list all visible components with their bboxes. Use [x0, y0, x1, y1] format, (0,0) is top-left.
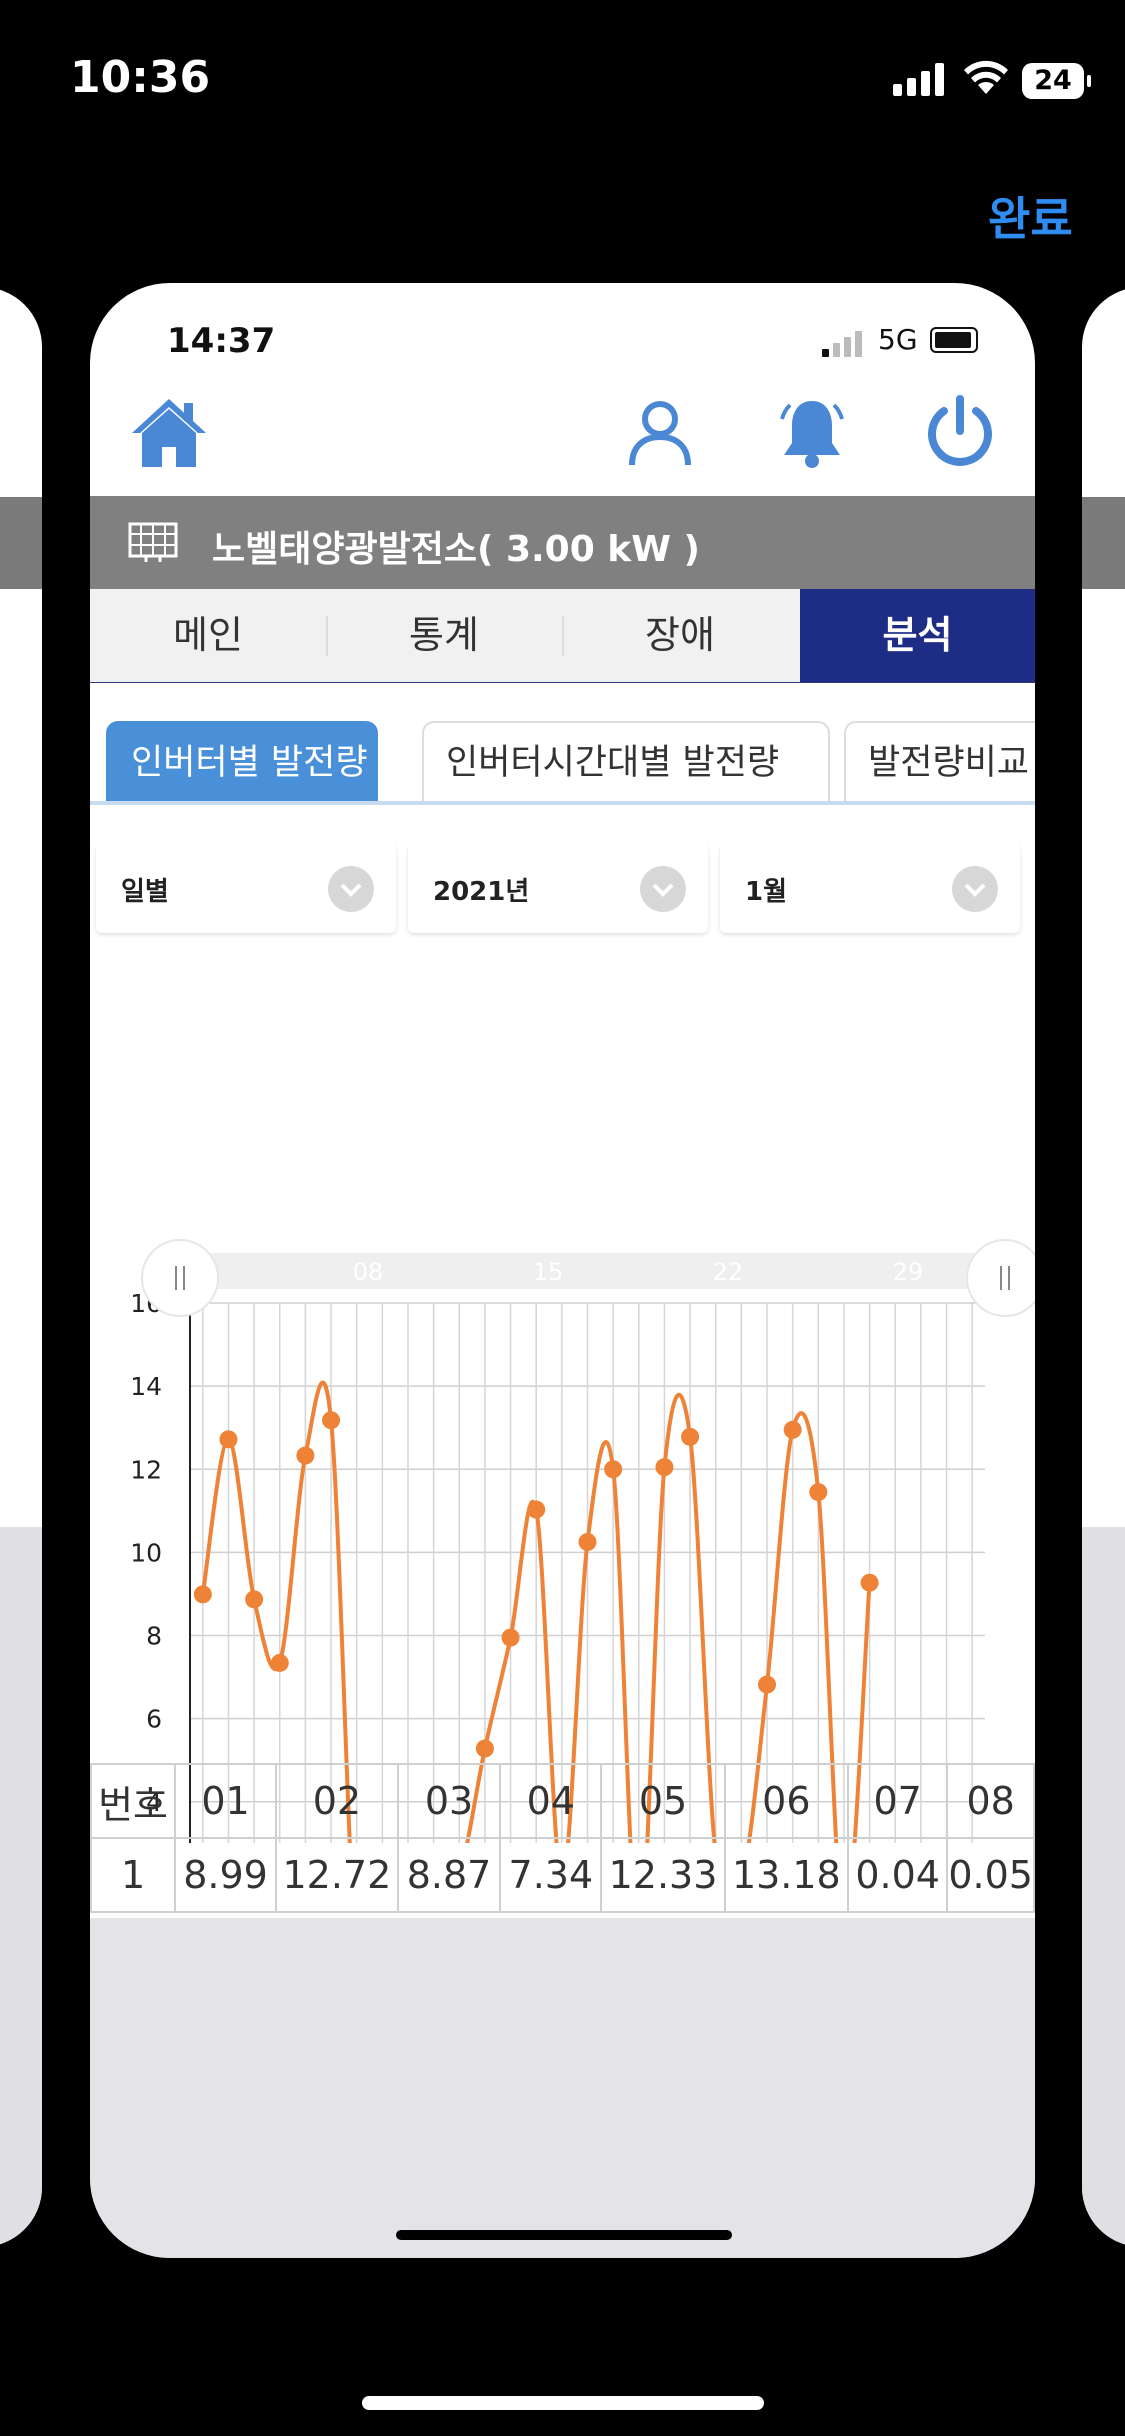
- range-slider-handle[interactable]: [141, 1239, 219, 1317]
- range-slider-label: 29: [893, 1258, 924, 1286]
- y-tick-label: 10: [130, 1538, 162, 1567]
- tab-separator: [326, 616, 328, 656]
- year-select[interactable]: 2021년: [408, 843, 708, 933]
- range-slider-label: 15: [533, 1258, 564, 1286]
- chevron-down-icon: [328, 866, 374, 912]
- power-icon[interactable]: [920, 393, 1000, 473]
- table-cell: 8.99: [174, 1837, 278, 1913]
- tab-statistics[interactable]: 통계: [409, 613, 479, 657]
- chevron-down-icon: [640, 866, 686, 912]
- done-button[interactable]: 완료: [988, 192, 1073, 246]
- right-card-bottom: [1082, 1527, 1125, 2247]
- battery-icon: 24: [1022, 63, 1091, 99]
- right-app-card[interactable]: [1082, 287, 1125, 2247]
- right-card-title-bar: [1082, 497, 1125, 589]
- table-cell: 13.18: [723, 1837, 850, 1913]
- empty-area: [90, 1918, 1035, 2258]
- table-cell: 7.34: [499, 1837, 603, 1913]
- inner-status-time: 14:37: [167, 321, 276, 361]
- data-point: [655, 1458, 674, 1477]
- table-cell: 12.33: [600, 1837, 726, 1913]
- tab-main[interactable]: 메인: [173, 613, 243, 657]
- tab-separator: [562, 616, 564, 656]
- left-app-card[interactable]: [0, 287, 42, 2247]
- home-indicator[interactable]: [362, 2396, 764, 2410]
- tab-faults[interactable]: 장애: [645, 613, 715, 657]
- table-header-label: 번호: [90, 1763, 177, 1839]
- table-header-cell: 05: [600, 1763, 726, 1839]
- table-cell: 0.05: [946, 1837, 1035, 1913]
- period-select-value: 일별: [121, 877, 169, 907]
- chevron-down-icon: [952, 866, 998, 912]
- data-point: [860, 1573, 879, 1592]
- month-select-value: 1월: [745, 877, 788, 907]
- subtab-inverter-hourly[interactable]: 인버터시간대별 발전량: [422, 721, 830, 803]
- filter-bar: 일별 2021년 1월: [90, 843, 1035, 933]
- data-point: [296, 1446, 315, 1465]
- table-cell: 8.87: [396, 1837, 502, 1913]
- table-cell: 12.72: [275, 1837, 399, 1913]
- bell-icon[interactable]: [772, 393, 852, 473]
- cellular-signal-icon: [893, 63, 944, 96]
- generation-chart: 0246810121416010203040506070809101112131…: [130, 1239, 1035, 1843]
- main-tabs: 메인 통계 장애 분석: [90, 589, 1035, 684]
- data-point: [219, 1430, 238, 1449]
- table-cell: 0.04: [847, 1837, 949, 1913]
- data-point: [604, 1460, 623, 1479]
- status-time: 10:36: [70, 52, 211, 103]
- month-select[interactable]: 1월: [720, 843, 1020, 933]
- table-header-cell: 01: [174, 1763, 278, 1839]
- y-tick-label: 12: [130, 1455, 162, 1484]
- table-header-row: 번호 01 02 03 04 05 06 07 08: [90, 1763, 1035, 1839]
- left-card-bottom: [0, 1527, 42, 2247]
- table-header-cell: 04: [499, 1763, 603, 1839]
- app-preview-card[interactable]: 14:37 5G: [90, 283, 1035, 2258]
- range-slider-track: [200, 1253, 975, 1289]
- table-header-cell: 02: [275, 1763, 399, 1839]
- y-tick-label: 8: [146, 1622, 162, 1651]
- year-select-value: 2021년: [433, 877, 530, 907]
- subtab-underline: [90, 801, 1035, 805]
- table-header-cell: 06: [723, 1763, 850, 1839]
- data-table: 번호 01 02 03 04 05 06 07 08 1 8.99 12.72 …: [90, 1763, 1035, 1913]
- app-header: [90, 393, 1035, 493]
- data-point: [758, 1675, 777, 1694]
- station-title: 노벨태양광발전소( 3.00 kW ): [212, 529, 700, 570]
- inner-network-label: 5G: [878, 323, 918, 356]
- table-row: 1 8.99 12.72 8.87 7.34 12.33 13.18 0.04 …: [90, 1837, 1035, 1913]
- y-tick-label: 14: [130, 1372, 162, 1401]
- data-point: [193, 1585, 212, 1604]
- station-title-bar: 노벨태양광발전소( 3.00 kW ): [90, 496, 1035, 589]
- wifi-icon: [964, 60, 1008, 94]
- subtab-inverter-generation[interactable]: 인버터별 발전량: [106, 721, 378, 803]
- subtab-generation-compare[interactable]: 발전량비교: [844, 721, 1035, 803]
- range-slider-label: 22: [713, 1258, 744, 1286]
- period-select[interactable]: 일별: [96, 843, 396, 933]
- inner-battery-icon: [930, 327, 978, 353]
- table-header-cell: 08: [946, 1763, 1035, 1839]
- data-point: [783, 1420, 802, 1439]
- y-tick-label: 6: [146, 1705, 162, 1734]
- table-header-cell: 03: [396, 1763, 502, 1839]
- data-point: [270, 1653, 289, 1672]
- data-point: [475, 1739, 494, 1758]
- data-point: [681, 1427, 700, 1446]
- inner-home-indicator: [396, 2230, 732, 2240]
- data-point: [809, 1483, 828, 1502]
- sub-tabs: 인버터별 발전량 인버터시간대별 발전량 발전량비교: [90, 683, 1035, 803]
- solar-panel-icon: [128, 522, 178, 562]
- data-point: [527, 1500, 546, 1519]
- user-icon[interactable]: [620, 393, 700, 473]
- data-point: [501, 1628, 520, 1647]
- data-point: [578, 1532, 597, 1551]
- data-point: [245, 1590, 264, 1609]
- home-icon[interactable]: [128, 393, 210, 473]
- range-slider-label: 08: [353, 1258, 384, 1286]
- left-card-title-bar: [0, 497, 42, 589]
- table-header-cell: 07: [847, 1763, 949, 1839]
- data-point: [322, 1411, 341, 1430]
- inner-signal-icon: [822, 331, 862, 357]
- tab-analysis[interactable]: 분석: [800, 589, 1035, 682]
- table-row-label: 1: [90, 1837, 177, 1913]
